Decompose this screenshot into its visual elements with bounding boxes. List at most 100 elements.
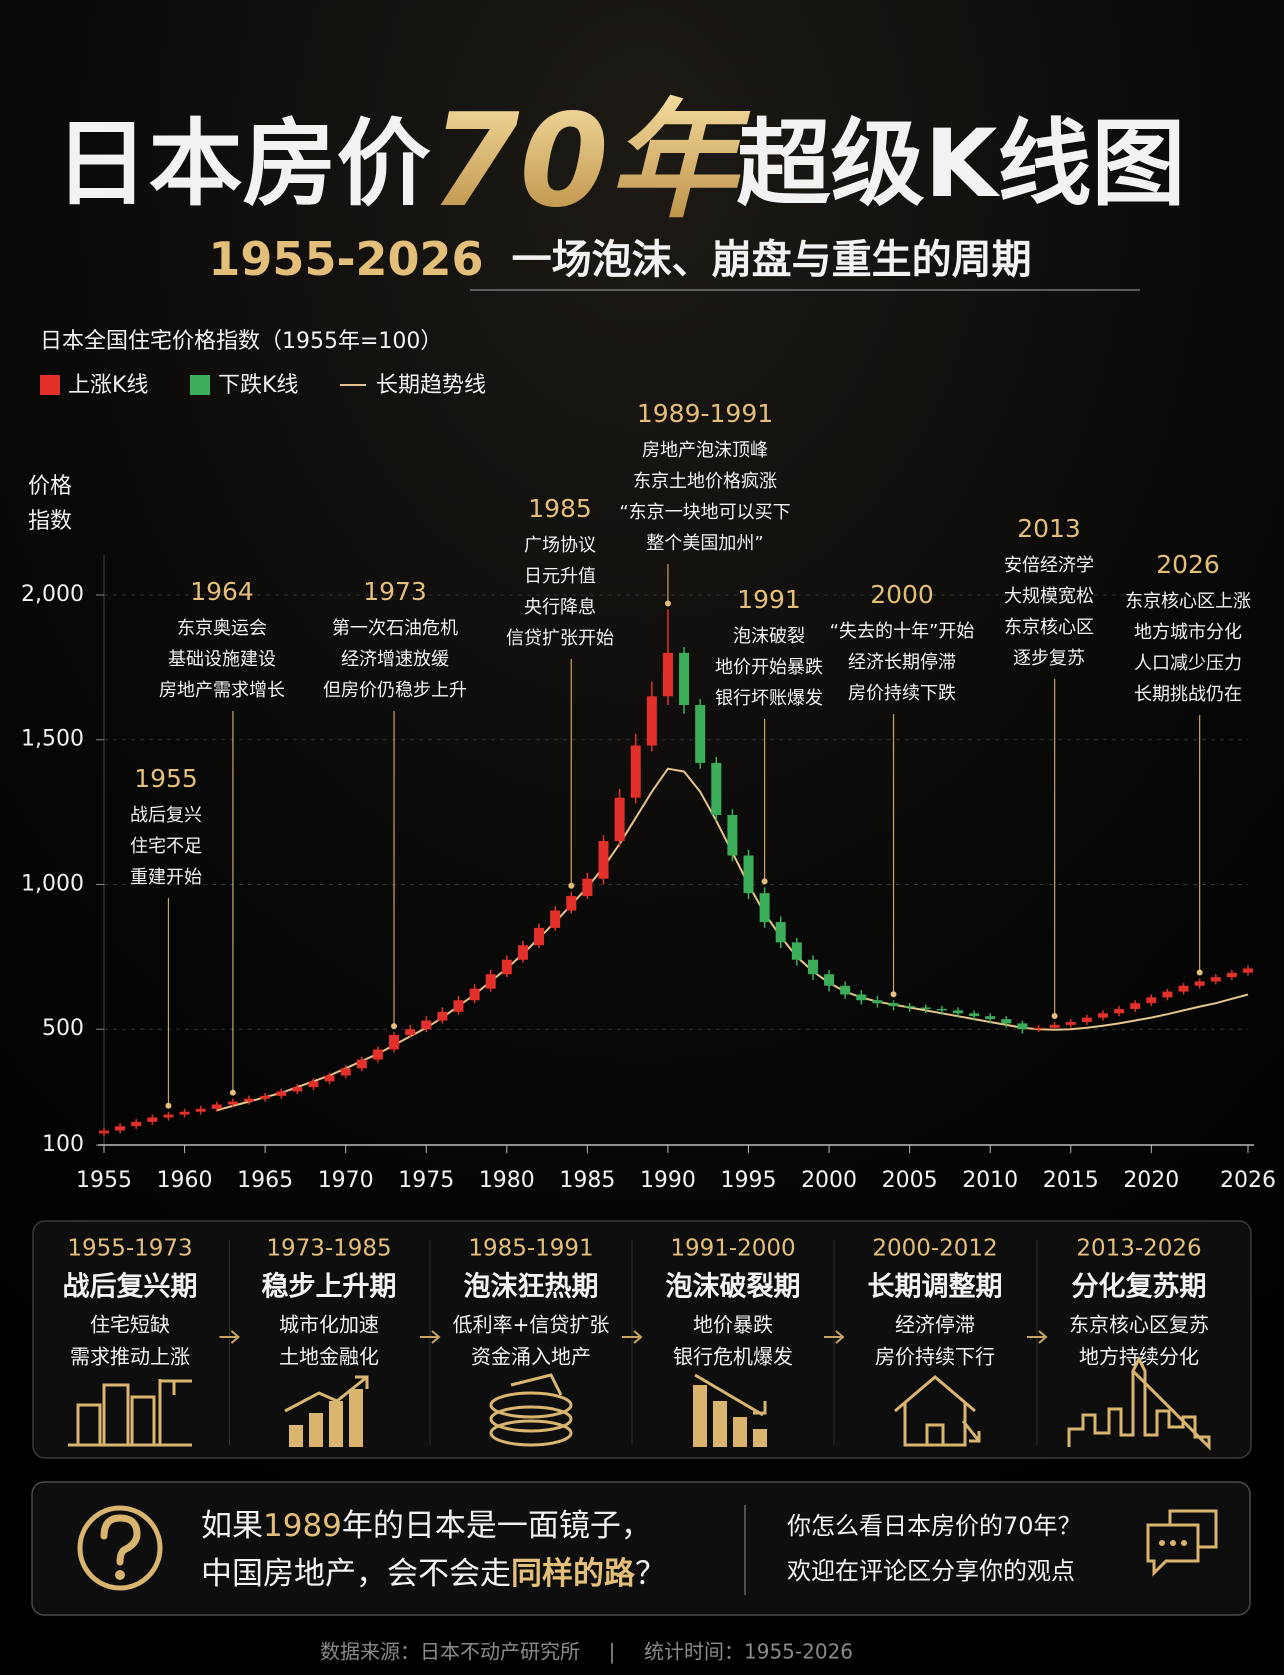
question-text: ？	[635, 1556, 666, 1592]
x-tick-label: 2005	[882, 1168, 938, 1193]
period-arrow	[622, 1330, 643, 1344]
y-tick-label: 1,000	[21, 871, 84, 896]
annotation-text: 住宅不足	[130, 836, 202, 857]
x-tick-label: 1980	[479, 1168, 535, 1193]
question-highlight: 1989	[263, 1508, 342, 1544]
candle-body	[695, 705, 706, 763]
period-text: 土地金融化	[279, 1345, 379, 1369]
candle-body	[324, 1075, 335, 1082]
candle-body	[759, 893, 770, 923]
annotation-dot	[890, 991, 897, 998]
candle-body	[936, 1008, 947, 1011]
candle-body	[969, 1013, 980, 1017]
question-text: 年的日本是一面镜子，	[342, 1508, 652, 1544]
candle-body	[1146, 997, 1157, 1004]
y-tick-label: 2,000	[21, 582, 84, 607]
candle-body	[469, 988, 480, 1001]
candle-body	[630, 745, 641, 798]
candle-body	[517, 945, 528, 960]
annotation-text: 信贷扩张开始	[506, 628, 614, 649]
annotation-dot	[1051, 1012, 1058, 1019]
x-tick-label: 2000	[801, 1168, 857, 1193]
candle-body	[1243, 968, 1253, 973]
annotation-text: 长期挑战仍在	[1134, 684, 1242, 705]
candle-body	[1178, 985, 1189, 992]
question-icon	[77, 1505, 163, 1591]
candle-body	[952, 1010, 963, 1014]
subtitle: 1955-2026 一场泡沫、崩盘与重生的周期	[208, 232, 1031, 286]
annotation-text: 房地产需求增长	[159, 680, 285, 701]
candle-body	[405, 1029, 416, 1035]
x-tick-label: 1970	[318, 1168, 374, 1193]
question-dot	[115, 1570, 125, 1580]
legend-label: 下跌K线	[218, 373, 298, 398]
subtitle-text: 一场泡沫、崩盘与重生的周期	[512, 237, 1032, 283]
candle-body	[598, 841, 609, 879]
annotation-year: 1991	[737, 585, 801, 614]
candle-body	[727, 815, 738, 856]
candle-body	[308, 1081, 319, 1088]
period-range: 1985-1991	[468, 1236, 593, 1262]
y-tick-label: 100	[42, 1132, 84, 1157]
annotation-year: 2026	[1156, 550, 1220, 579]
period-title: 泡沫狂热期	[464, 1271, 599, 1303]
period-arrow	[1027, 1330, 1048, 1344]
candle-body	[791, 942, 802, 960]
annotation-text: 东京土地价格疯涨	[633, 471, 777, 492]
period-text: 房价持续下行	[875, 1345, 995, 1369]
y-axis-label: 价格	[28, 474, 72, 499]
chart-title: 日本全国住宅价格指数（1955年=100）	[40, 329, 442, 354]
annotation-dot	[761, 878, 768, 885]
candle-body	[856, 994, 867, 1001]
period-range: 1991-2000	[670, 1236, 795, 1262]
period-text: 银行危机爆发	[673, 1345, 793, 1369]
title-part: 日本房价	[55, 110, 431, 219]
candle-body	[244, 1098, 255, 1102]
annotation-text: 第一次石油危机	[332, 618, 458, 639]
plot-area: 100 500 1,000 1,500 2,000 1955 1960 1965 1970 197…	[21, 399, 1276, 1193]
candle-body	[888, 1003, 899, 1007]
candle-body	[356, 1059, 367, 1069]
annotation-year: 1989-1991	[637, 399, 773, 428]
annotation-text: 东京核心区上涨	[1125, 591, 1251, 612]
candle-body	[920, 1007, 931, 1009]
title-part: 超级K线图	[737, 110, 1186, 219]
period-text: 城市化加速	[279, 1313, 379, 1337]
candle-body	[485, 974, 496, 989]
annotation-text: 战后复兴	[130, 805, 202, 826]
prompt-text: 欢迎在评论区分享你的观点	[787, 1557, 1075, 1585]
question-text: 中国房地产，会不会走	[201, 1556, 511, 1592]
annotation-text: 但房价仍稳步上升	[323, 680, 467, 701]
candle-body	[711, 762, 722, 815]
annotation-dot	[568, 882, 575, 889]
period-text: 资金涌入地产	[471, 1345, 591, 1369]
candle-body	[453, 1000, 464, 1012]
annotation-text: “失去的十年”开始	[830, 621, 975, 642]
annotation-text: 东京奥运会	[177, 618, 267, 639]
annotation-year: 1955	[134, 764, 198, 793]
candle-body	[292, 1087, 303, 1092]
icon-skyline	[1067, 1355, 1211, 1451]
x-tick-label: 1995	[721, 1168, 777, 1193]
candle-body	[1049, 1024, 1060, 1028]
candle-body	[1065, 1021, 1076, 1025]
candle-body	[211, 1104, 222, 1109]
annotation-year: 1985	[528, 494, 592, 523]
x-tick-label: 2026	[1220, 1168, 1276, 1193]
annotation-dot	[165, 1102, 172, 1109]
candle-body	[389, 1035, 400, 1050]
annotation-text: 泡沫破裂	[733, 626, 805, 647]
period-text: 需求推动上涨	[70, 1345, 190, 1369]
title-highlight: 70年	[431, 87, 751, 236]
period-title: 分化复苏期	[1072, 1272, 1207, 1303]
question-panel	[31, 1481, 1251, 1616]
periods-panel	[32, 1220, 1252, 1459]
prompt-text: 你怎么看日本房价的70年？	[787, 1512, 1082, 1540]
candle-body	[614, 797, 625, 842]
annotation-text: 日元升值	[524, 566, 596, 587]
footer-separator: |	[609, 1640, 616, 1664]
annotation-text: 经济增速放缓	[341, 649, 449, 670]
candle-body	[824, 974, 835, 986]
annotation-text: 经济长期停滞	[848, 652, 956, 673]
icon-decline	[693, 1373, 767, 1447]
